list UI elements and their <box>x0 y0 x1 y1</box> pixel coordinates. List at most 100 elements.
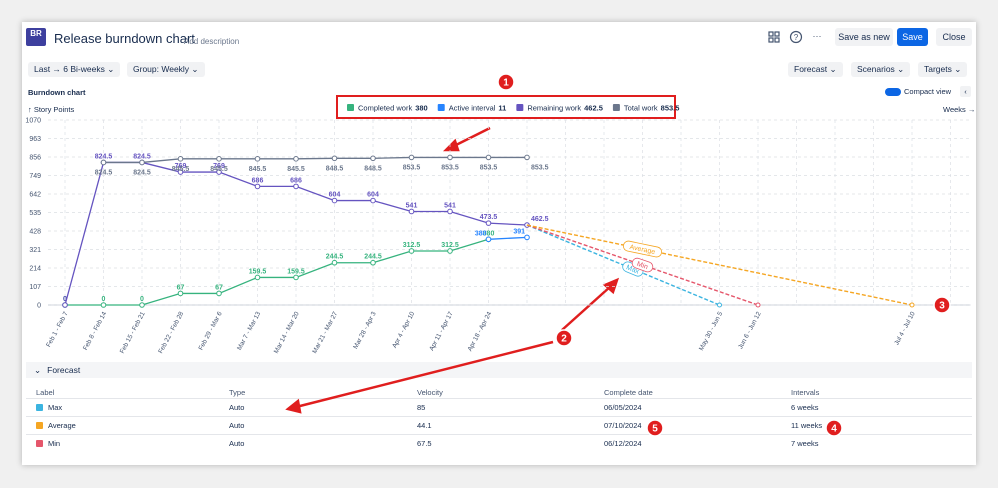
targets-dropdown[interactable]: Targets ⌄ <box>918 62 968 77</box>
data-point <box>216 290 222 297</box>
save-as-new-button[interactable]: Save as new <box>835 28 893 46</box>
legend-label: Active interval <box>449 104 496 113</box>
page-title: Release burndown chart <box>54 31 195 46</box>
data-label: 604 <box>367 192 379 199</box>
cell-intervals: 11 weeks <box>791 421 823 430</box>
cell-date: 06/05/2024 <box>604 403 642 412</box>
x-tick-label: Apr 11 - Apr 17 <box>428 310 455 352</box>
close-button[interactable]: Close <box>936 28 972 46</box>
data-point <box>293 183 299 190</box>
dropdown-label: Forecast <box>794 64 828 74</box>
data-label: 845.5 <box>287 166 305 173</box>
data-point <box>524 154 530 161</box>
color-swatch <box>36 440 43 447</box>
data-point <box>524 234 530 241</box>
y-tick-label: 321 <box>29 247 41 254</box>
cell-type: Auto <box>229 403 245 412</box>
collapse-button[interactable]: ‹ <box>960 86 971 97</box>
data-label: 473.5 <box>480 214 498 221</box>
forecast-end <box>909 302 915 308</box>
data-point <box>177 290 184 297</box>
legend-value: 11 <box>498 104 506 113</box>
data-point <box>177 169 184 175</box>
data-point <box>408 208 415 215</box>
data-label: 0 <box>140 296 144 303</box>
tag-box <box>631 257 654 273</box>
data-label: 853.5 <box>441 164 459 171</box>
save-button[interactable]: Save <box>897 28 928 46</box>
scenarios-dropdown[interactable]: Scenarios ⌄ <box>851 62 911 77</box>
x-tick-label: Mar 21 - Mar 27 <box>311 310 339 354</box>
y-tick-label: 535 <box>29 210 41 217</box>
data-label: 67 <box>215 284 223 291</box>
legend-value: 462.5 <box>584 104 603 113</box>
data-label: 604 <box>329 192 341 199</box>
data-point <box>447 154 453 161</box>
y-tick-label: 1070 <box>25 118 41 125</box>
series-line <box>488 236 528 240</box>
y-tick-label: 642 <box>29 192 41 199</box>
data-point <box>100 159 107 166</box>
data-point <box>485 220 492 226</box>
data-point <box>293 156 299 162</box>
annotation-number: 2 <box>561 334 567 345</box>
annotation-number: 1 <box>503 78 509 89</box>
group-dropdown[interactable]: Group: Weekly ⌄ <box>127 62 205 77</box>
data-label: 686 <box>290 177 302 184</box>
data-label: 541 <box>444 202 456 209</box>
data-point <box>62 302 68 308</box>
color-swatch <box>36 404 43 411</box>
legend-swatch <box>437 104 445 111</box>
data-label: 853.5 <box>480 164 498 171</box>
forecast-header[interactable]: ⌄ Forecast <box>26 362 972 378</box>
tag-label: Min <box>636 261 649 271</box>
compact-toggle[interactable]: Compact view <box>885 87 951 97</box>
x-tick-label: Feb 8 - Feb 14 <box>82 310 108 351</box>
annotation-arrows <box>285 126 620 414</box>
cell-label: Max <box>48 403 63 412</box>
y-axis-label: ↑ Story Points <box>28 105 75 114</box>
data-point <box>331 155 338 162</box>
add-description[interactable]: Add description <box>184 37 240 46</box>
forecast-end <box>717 302 722 308</box>
chart-title: Burndown chart <box>28 88 86 97</box>
legend-label: Completed work <box>358 104 412 113</box>
data-point <box>139 302 145 308</box>
forecast-line <box>526 224 913 306</box>
data-point <box>485 236 492 243</box>
forecast-dropdown[interactable]: Forecast ⌄ <box>788 62 843 77</box>
data-point <box>139 159 145 166</box>
column-header: Complete date <box>604 388 653 397</box>
data-label: 312.5 <box>441 242 459 249</box>
y-tick-label: 214 <box>29 266 41 273</box>
legend-label: Remaining work <box>527 104 581 113</box>
legend-label: Total work <box>624 104 658 113</box>
annotation-marker <box>933 296 951 314</box>
data-point <box>447 208 453 215</box>
data-point <box>254 156 261 162</box>
annotation-number: 4 <box>831 424 837 435</box>
tag-label: Max <box>625 264 640 276</box>
data-label: 824.5 <box>133 169 151 176</box>
data-point <box>100 302 107 308</box>
annotation-number: 5 <box>652 424 658 435</box>
y-tick-label: 428 <box>29 229 41 236</box>
dropdown-label: Group: Weekly <box>133 64 190 74</box>
data-label: 769 <box>213 163 225 170</box>
cell-velocity: 67.5 <box>417 439 432 448</box>
data-point <box>331 197 338 204</box>
icon-buttons[interactable]: ? ··· <box>768 30 828 46</box>
range-dropdown[interactable]: Last → 6 Bi-weeks ⌄ <box>28 62 121 77</box>
tag-box <box>623 240 662 258</box>
data-label: 391 <box>513 228 525 235</box>
cell-date: 06/12/2024 <box>604 439 642 448</box>
cell-velocity: 44.1 <box>417 421 432 430</box>
data-point <box>331 259 338 266</box>
cell-label: Average <box>48 421 76 430</box>
legend-swatch <box>516 104 524 111</box>
legend-swatch <box>347 104 354 111</box>
cell-velocity: 85 <box>417 403 426 412</box>
annotation-box <box>336 95 676 119</box>
dropdown-label: Last → 6 Bi-weeks <box>34 64 105 74</box>
cell-label: Min <box>48 439 61 448</box>
